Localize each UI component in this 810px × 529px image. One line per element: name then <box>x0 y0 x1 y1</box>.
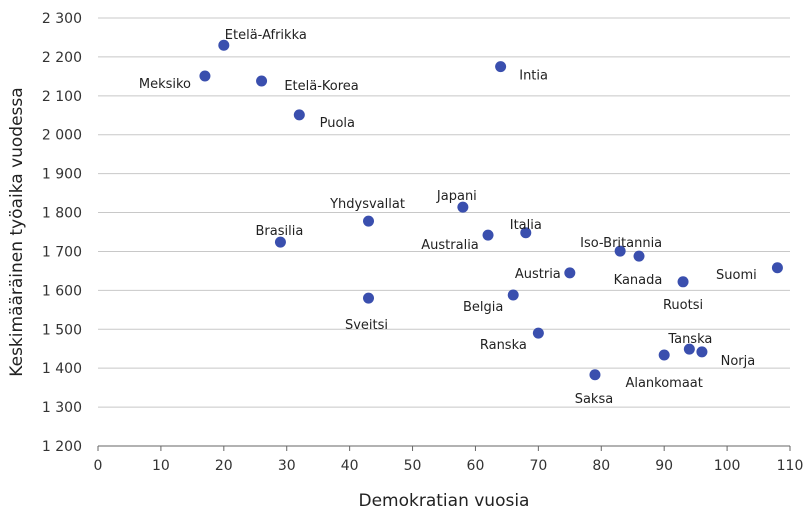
y-tick-label: 1 600 <box>42 283 82 299</box>
point-label: Puola <box>320 116 355 131</box>
data-point <box>589 369 601 381</box>
point-label: Ruotsi <box>663 298 703 313</box>
x-tick-label: 100 <box>714 458 741 474</box>
point-label: Sveitsi <box>345 318 388 333</box>
x-tick-label: 30 <box>278 458 296 474</box>
data-point <box>683 343 695 355</box>
y-tick-label: 1 400 <box>42 361 82 377</box>
point-label: Meksiko <box>139 77 191 92</box>
data-point <box>199 70 211 82</box>
data-point <box>457 201 469 213</box>
point-label: Saksa <box>575 392 614 407</box>
point-label: Intia <box>519 69 548 84</box>
data-point <box>293 109 305 121</box>
x-tick-label: 20 <box>215 458 233 474</box>
data-point <box>482 229 494 241</box>
point-label: Yhdysvallat <box>329 197 405 212</box>
point-label: Suomi <box>716 268 757 283</box>
data-point <box>677 276 689 288</box>
point-label: Belgia <box>463 300 503 315</box>
data-point <box>614 245 626 257</box>
point-label: Etelä-Afrikka <box>225 28 307 43</box>
x-tick-label: 40 <box>341 458 359 474</box>
data-point <box>520 227 532 239</box>
data-point <box>633 250 645 262</box>
y-tick-label: 1 900 <box>42 167 82 183</box>
point-label: Ranska <box>480 338 527 353</box>
y-tick-label: 1 700 <box>42 244 82 260</box>
x-tick-label: 70 <box>529 458 547 474</box>
y-tick-label: 1 500 <box>42 322 82 338</box>
point-label: Brasilia <box>256 224 304 239</box>
point-label: Etelä-Korea <box>284 79 358 94</box>
point-label: Australia <box>421 238 479 253</box>
data-point <box>363 292 375 304</box>
data-point <box>658 349 670 361</box>
x-tick-label: 10 <box>152 458 170 474</box>
y-tick-label: 2 200 <box>42 50 82 66</box>
x-axis-ticks: 0 10 20 30 40 50 60 70 80 90 100 110 <box>94 446 804 474</box>
point-label: Alankomaat <box>625 376 702 391</box>
data-point <box>564 267 576 279</box>
x-tick-label: 110 <box>777 458 804 474</box>
data-point <box>256 75 268 87</box>
point-label: Japani <box>436 189 477 204</box>
point-label: Austria <box>515 267 561 282</box>
y-axis-title: Keskimääräinen työaika vuodessa <box>7 87 27 376</box>
x-axis-title: Demokratian vuosia <box>359 491 530 511</box>
y-tick-label: 1 800 <box>42 206 82 222</box>
x-tick-label: 50 <box>404 458 422 474</box>
point-label: Iso-Britannia <box>580 236 662 251</box>
y-tick-label: 2 100 <box>42 89 82 105</box>
point-label: Kanada <box>614 273 663 288</box>
data-point <box>507 289 519 301</box>
x-tick-label: 80 <box>592 458 610 474</box>
point-label: Tanska <box>667 332 712 347</box>
data-point <box>532 327 544 339</box>
y-tick-label: 2 300 <box>42 11 82 27</box>
data-point <box>696 346 708 358</box>
y-tick-label: 2 000 <box>42 128 82 144</box>
y-tick-label: 1 200 <box>42 439 82 455</box>
x-tick-label: 60 <box>467 458 485 474</box>
data-point <box>495 61 507 73</box>
x-tick-label: 0 <box>94 458 103 474</box>
data-points: Etelä-Afrikka Meksiko Etelä-Korea Puola Inti… <box>139 28 783 407</box>
gridlines <box>98 17 790 408</box>
y-axis-ticks: 1 200 1 300 1 400 1 500 1 600 1 700 1 800 1 900… <box>42 11 82 455</box>
x-tick-label: 90 <box>655 458 673 474</box>
point-label: Norja <box>721 354 756 369</box>
data-point <box>274 236 286 248</box>
data-point <box>363 215 375 227</box>
y-tick-label: 1 300 <box>42 400 82 416</box>
data-point <box>218 39 230 51</box>
data-point <box>771 262 783 274</box>
point-label: Italia <box>510 218 542 233</box>
